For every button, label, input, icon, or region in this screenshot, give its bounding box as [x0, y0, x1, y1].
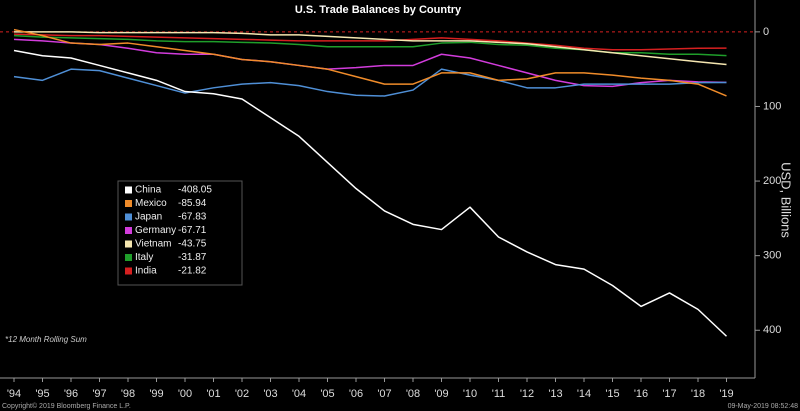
- legend-swatch: [125, 200, 132, 207]
- x-tick-label: '06: [349, 388, 363, 400]
- legend-swatch: [125, 240, 132, 248]
- x-tick-label: '12: [520, 388, 534, 400]
- legend-swatch: [125, 254, 132, 261]
- legend-box: [117, 180, 243, 286]
- x-tick-label: '95: [35, 388, 49, 400]
- legend-swatch: [125, 186, 132, 194]
- x-tick-label: '08: [406, 388, 420, 400]
- series-line: [13, 49, 728, 337]
- legend-label: China: [135, 185, 162, 196]
- x-tick-label: '18: [691, 388, 705, 400]
- x-tick-label: '02: [235, 388, 249, 400]
- chart-title: U.S. Trade Balances by Country: [295, 4, 462, 16]
- x-tick-label: '15: [605, 388, 619, 400]
- y-tick-label: 100: [763, 100, 781, 112]
- x-tick-label: '94: [7, 388, 21, 400]
- legend-swatch: [125, 227, 132, 234]
- legend-value: -67.83: [178, 212, 207, 223]
- x-tick-label: '98: [121, 388, 135, 400]
- x-tick-label: '96: [64, 388, 78, 400]
- copyright: Copyright© 2019 Bloomberg Finance L.P.: [2, 402, 131, 410]
- y-tick-label: 300: [763, 250, 781, 262]
- x-tick-label: '19: [719, 388, 733, 400]
- legend-value: -67.71: [178, 225, 207, 236]
- x-tick-label: '04: [292, 388, 306, 400]
- series-line: [14, 31, 727, 66]
- y-tick-label: 400: [763, 324, 781, 336]
- legend-value: -31.87: [178, 252, 207, 263]
- note: *12 Month Rolling Sum: [5, 335, 87, 344]
- series-line: [13, 38, 727, 88]
- x-tick-label: '11: [492, 388, 506, 400]
- series-line: [13, 28, 727, 97]
- x-tick-label: '10: [463, 388, 477, 400]
- x-tick-label: '17: [662, 388, 676, 400]
- legend-swatch: [125, 267, 132, 275]
- timestamp: 09-May-2019 08:52:48: [728, 403, 799, 410]
- y-axis-label: USD, Billions: [779, 162, 794, 238]
- legend-label: Vietnam: [135, 239, 172, 250]
- y-tick-label: 200: [763, 175, 781, 187]
- x-tick-label: '07: [377, 388, 391, 400]
- legend-label: India: [135, 266, 157, 277]
- legend-label: Germany: [135, 225, 176, 236]
- y-tick-label: 0: [763, 26, 769, 38]
- x-tick-label: '09: [434, 388, 448, 400]
- series-line: [13, 68, 727, 97]
- x-tick-label: '13: [548, 388, 562, 400]
- legend-value: -408.05: [178, 185, 212, 196]
- legend-label: Italy: [135, 252, 153, 263]
- legend-label: Japan: [135, 212, 162, 223]
- legend-value: -43.75: [178, 239, 207, 250]
- x-tick-label: '16: [634, 388, 648, 400]
- x-tick-label: '01: [206, 388, 220, 400]
- legend-swatch: [125, 213, 132, 221]
- legend-value: -85.94: [178, 198, 207, 209]
- legend-label: Mexico: [135, 198, 167, 209]
- x-tick-label: '05: [320, 388, 334, 400]
- x-tick-label: '97: [92, 388, 106, 400]
- x-tick-label: '99: [149, 388, 163, 400]
- series-line: [13, 33, 727, 51]
- x-tick-label: '00: [178, 388, 192, 400]
- legend-value: -21.82: [178, 266, 207, 277]
- x-tick-label: '14: [577, 388, 591, 400]
- x-tick-label: '03: [263, 388, 277, 400]
